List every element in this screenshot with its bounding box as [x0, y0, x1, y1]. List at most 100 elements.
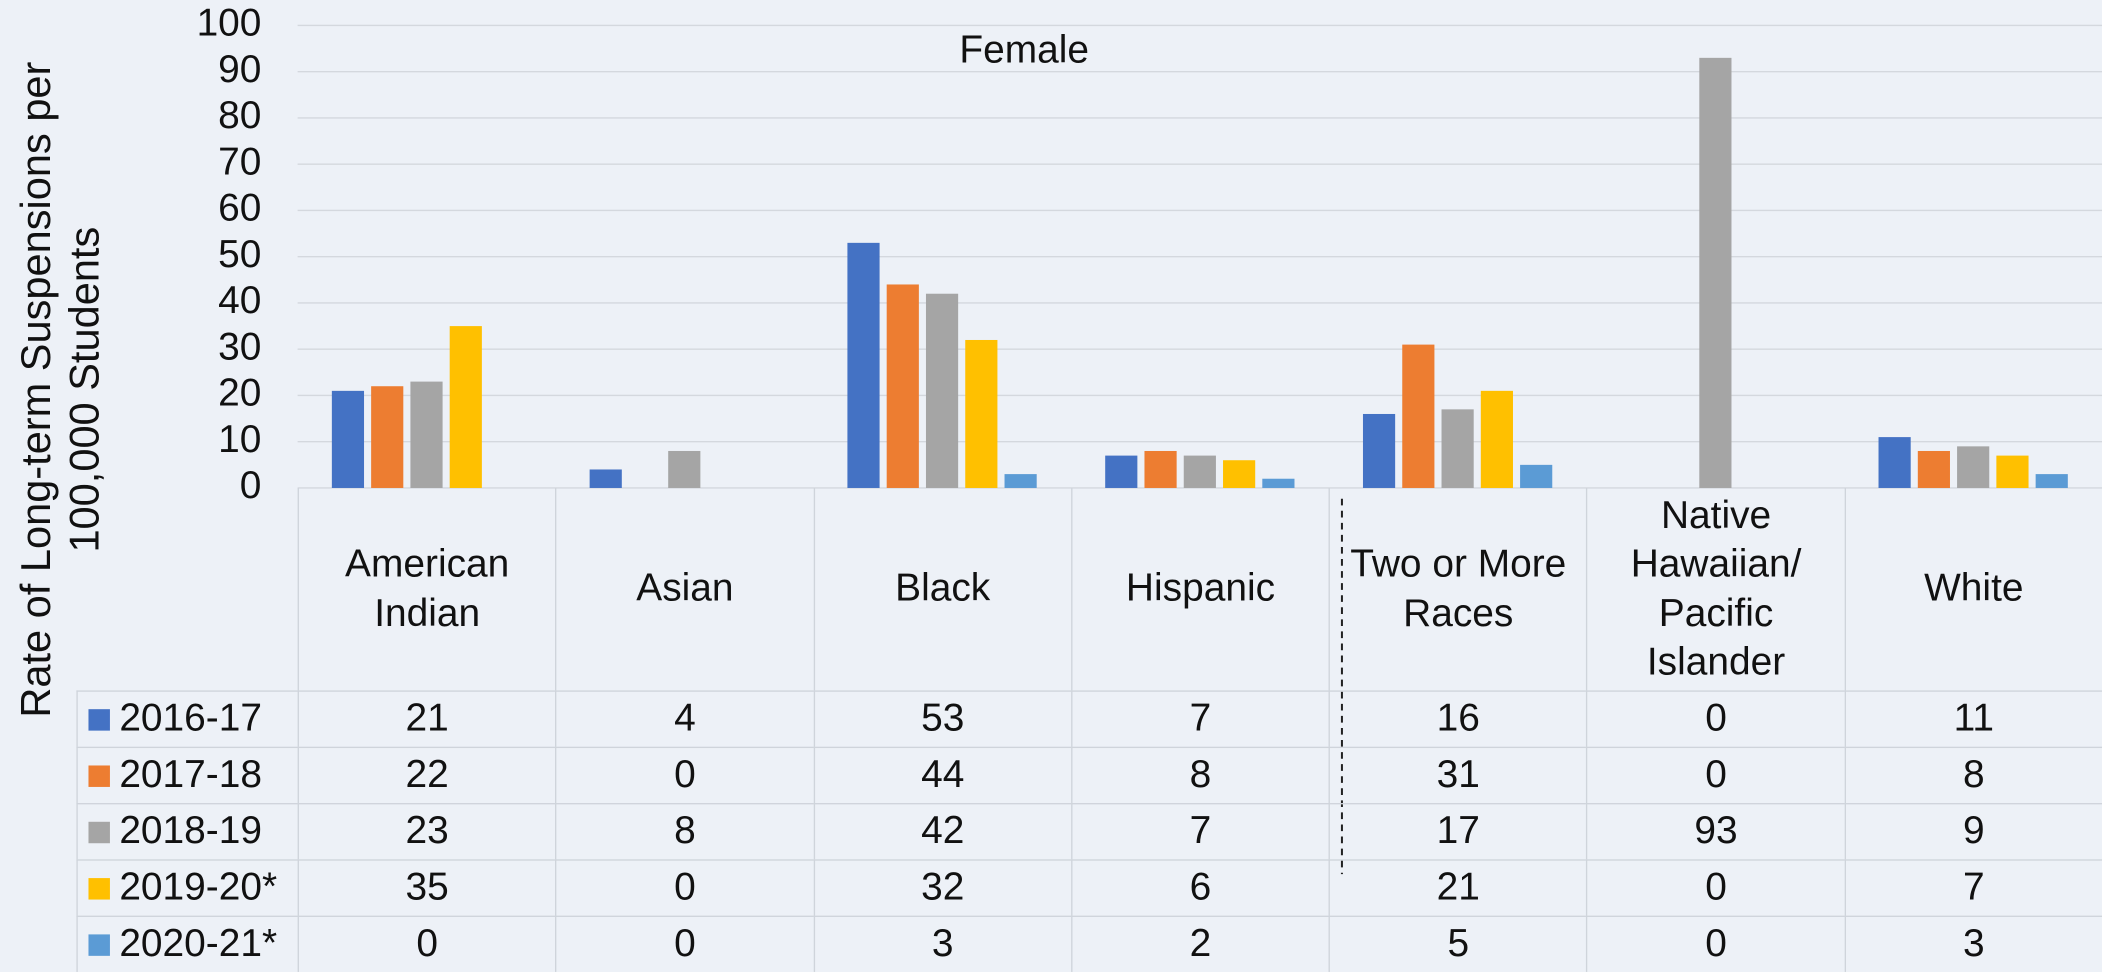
table-value: 3 [813, 915, 1071, 972]
table-value: 0 [1586, 915, 1845, 972]
legend-label: 2016-17 [119, 697, 263, 741]
legend-swatch [88, 708, 110, 730]
table-value: 35 [297, 859, 556, 916]
table-value: 53 [813, 690, 1071, 747]
bar [371, 386, 404, 488]
chart-title: Female [959, 29, 1089, 72]
bar [2035, 474, 2068, 488]
y-axis-label: Rate of Long-term Suspensions per 100,00… [12, 61, 108, 718]
table-value: 0 [1586, 859, 1845, 916]
y-tick-label: 40 [218, 279, 261, 322]
y-tick-label: 100 [197, 2, 262, 45]
y-tick-label: 30 [218, 325, 261, 368]
table-value: 8 [1070, 746, 1329, 804]
category-label: American Indian [297, 487, 556, 691]
y-tick-label: 60 [218, 187, 261, 230]
bar [1362, 413, 1396, 488]
legend-swatch [88, 933, 110, 956]
table-value: 93 [1586, 803, 1845, 860]
bar [1004, 474, 1037, 488]
bar [1878, 437, 1911, 488]
legend-entry: 2017-18 [76, 746, 298, 804]
bar [1699, 57, 1732, 488]
table-value: 2 [1070, 915, 1329, 972]
category-label: Black [813, 487, 1071, 691]
y-tick-label: 50 [218, 233, 261, 276]
table-value: 8 [1844, 746, 2102, 804]
table-value: 0 [1586, 746, 1845, 804]
table-value: 0 [555, 859, 814, 916]
y-tick-label: 80 [218, 94, 261, 137]
table-value: 21 [297, 690, 556, 747]
category-label: Two or More Races [1328, 487, 1587, 691]
table-value: 22 [297, 746, 556, 804]
legend-swatch [88, 877, 110, 899]
legend-swatch [88, 821, 110, 843]
y-tick-label: 90 [218, 48, 261, 91]
bar [1480, 390, 1513, 488]
legend-swatch [88, 764, 110, 787]
table-value: 21 [1328, 859, 1587, 916]
legend-entry: 2016-17 [76, 690, 298, 747]
legend-label: 2018-19 [119, 810, 263, 854]
table-value: 6 [1070, 859, 1329, 916]
table-value: 8 [555, 803, 814, 860]
table-value: 44 [813, 746, 1071, 804]
category-label: Hispanic [1070, 487, 1329, 691]
table-value: 0 [297, 915, 556, 972]
table-value: 42 [813, 803, 1071, 860]
table-value: 9 [1844, 803, 2102, 860]
legend-label: 2019-20* [119, 866, 278, 910]
category-label: White [1844, 487, 2102, 691]
bar [886, 284, 919, 488]
bar [589, 469, 622, 488]
y-tick-label: 20 [218, 372, 261, 415]
category-label: Native Hawaiian/ Pacific Islander [1586, 487, 1844, 691]
table-value: 17 [1328, 803, 1587, 860]
table-value: 0 [555, 746, 814, 804]
bar [925, 293, 959, 488]
legend-entry: 2020-21* [76, 915, 298, 972]
table-value: 32 [813, 859, 1071, 916]
table-value: 7 [1070, 803, 1329, 860]
table-value: 4 [555, 690, 814, 747]
legend-label: 2020-21* [119, 922, 278, 966]
bar [1996, 455, 2029, 488]
table-value: 0 [555, 915, 814, 972]
bar [1144, 450, 1177, 488]
bar [331, 390, 365, 488]
bar [1917, 450, 1950, 488]
bar [1520, 464, 1553, 488]
y-tick-label: 70 [218, 140, 261, 183]
y-tick-label: 0 [240, 464, 262, 507]
bar [1262, 478, 1295, 488]
y-tick-label: 10 [218, 418, 261, 461]
bar [410, 381, 443, 488]
bar [965, 339, 998, 488]
bar [847, 242, 880, 488]
table-value: 16 [1328, 690, 1587, 747]
bar [1105, 455, 1138, 488]
bar [1402, 344, 1435, 488]
bar [1441, 409, 1474, 488]
table-value: 7 [1070, 690, 1329, 747]
table-value: 5 [1328, 915, 1587, 972]
table-value: 0 [1586, 690, 1845, 747]
bar [449, 326, 482, 488]
table-value: 11 [1844, 690, 2102, 747]
bar [1183, 455, 1216, 488]
bar [1223, 460, 1256, 488]
category-label: Asian [555, 487, 813, 691]
legend-entry: 2019-20* [76, 859, 298, 916]
table-value: 31 [1328, 746, 1587, 804]
table-value: 23 [297, 803, 556, 860]
table-value: 7 [1844, 859, 2102, 916]
legend-label: 2017-18 [119, 753, 263, 797]
bar [1957, 446, 1990, 488]
legend-entry: 2018-19 [76, 803, 298, 860]
table-value: 3 [1844, 915, 2102, 972]
bar [668, 450, 701, 488]
